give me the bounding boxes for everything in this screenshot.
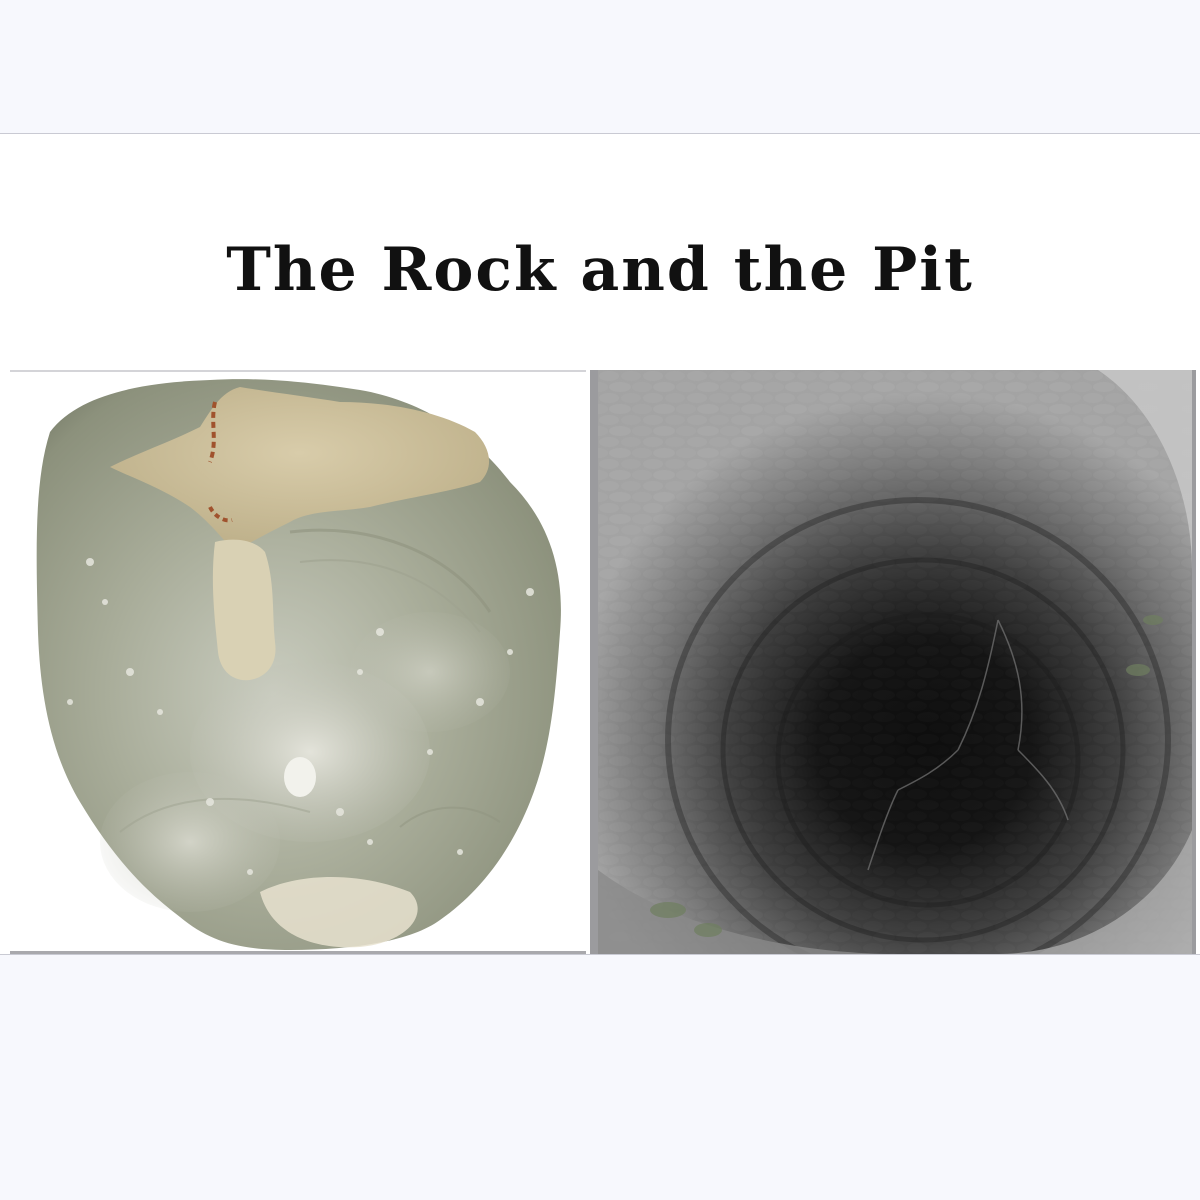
rock-image xyxy=(10,370,586,954)
flint-rock-icon xyxy=(36,379,561,950)
pit-image xyxy=(590,370,1196,954)
stone-well-icon xyxy=(598,370,1192,954)
slide-title: The Rock and the Pit xyxy=(226,235,974,305)
